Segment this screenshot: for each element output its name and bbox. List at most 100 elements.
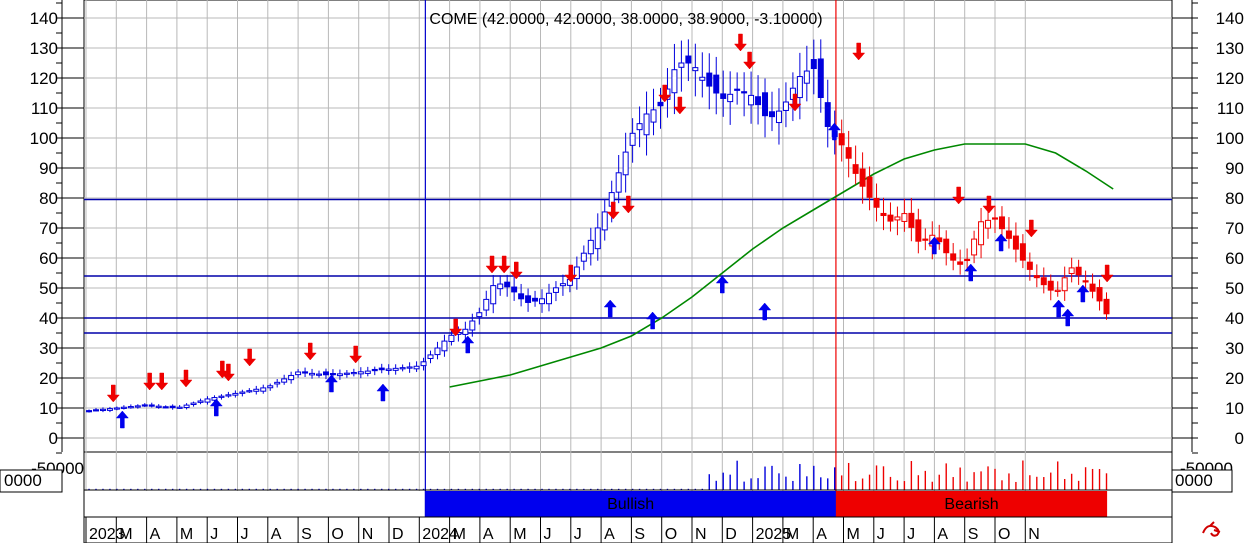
- y-tick-label: 80: [1225, 189, 1244, 208]
- candle-body: [671, 69, 678, 94]
- candle-body: [120, 406, 127, 409]
- candle-body: [246, 390, 253, 393]
- down-arrow-icon: [1100, 264, 1114, 283]
- candle-body: [86, 410, 93, 413]
- candle-body: [587, 239, 594, 255]
- up-arrow-icon: [994, 233, 1008, 252]
- x-tick-label: 2024: [422, 526, 458, 543]
- candle-body: [343, 372, 350, 375]
- candle-body: [594, 227, 601, 250]
- x-tick-label: D: [725, 526, 737, 543]
- candle-body: [636, 123, 643, 131]
- candle-body: [706, 72, 713, 87]
- candle-body: [824, 102, 831, 127]
- down-arrow-icon: [497, 255, 511, 274]
- candle-body: [1026, 261, 1033, 270]
- volume-label-left: -50000 0000: [0, 459, 84, 493]
- down-arrow-icon: [621, 195, 635, 214]
- moving-average-line: [449, 143, 1114, 388]
- candle-body: [232, 392, 239, 396]
- down-arrow-icon: [743, 51, 757, 70]
- candle-body: [385, 368, 392, 371]
- trend-bands: Bullish Bearish: [425, 491, 1108, 517]
- trend-band-label: Bullish: [607, 496, 654, 513]
- candle-body: [490, 285, 497, 305]
- down-arrow-icon: [606, 201, 620, 220]
- down-arrow-icon: [143, 372, 157, 391]
- candle-body: [971, 238, 978, 256]
- trend-change-markers: [424, 0, 837, 517]
- candle-body: [992, 217, 998, 220]
- x-tick-label: O: [998, 526, 1010, 543]
- candle-body: [378, 367, 385, 371]
- candle-body: [260, 387, 267, 392]
- candle-body: [685, 55, 692, 64]
- candle-body: [643, 113, 650, 136]
- candle-body: [406, 366, 413, 369]
- volume-box-left: [0, 469, 63, 493]
- candle-body: [1096, 287, 1103, 302]
- signal-arrows: [106, 33, 1114, 429]
- x-tick-label: A: [604, 526, 615, 543]
- x-tick-label: O: [331, 526, 343, 543]
- candle-body: [302, 371, 309, 374]
- candle-body: [176, 406, 183, 409]
- candle-body: [713, 74, 720, 94]
- x-tick-label: M: [847, 526, 860, 543]
- candle-body: [657, 101, 664, 107]
- y-tick-label: 140: [30, 9, 58, 28]
- candle-body: [169, 405, 176, 409]
- down-arrow-icon: [106, 384, 120, 403]
- candle-body: [204, 398, 211, 403]
- candle-body: [845, 147, 852, 159]
- candle-body: [887, 214, 894, 222]
- y-tick-label: 120: [30, 69, 58, 88]
- y-tick-label: 60: [39, 249, 58, 268]
- candle-body: [1103, 298, 1110, 315]
- volume-bars: [84, 460, 1172, 491]
- candle-body: [106, 408, 113, 411]
- candle-body: [880, 212, 887, 217]
- x-tick-label: N: [1028, 526, 1040, 543]
- trend-band-label: Bearish: [944, 496, 998, 513]
- x-tick-label: M: [513, 526, 526, 543]
- x-tick-label: A: [483, 526, 494, 543]
- up-arrow-icon: [827, 122, 841, 141]
- volume-box-left-text: 0000: [4, 471, 42, 490]
- x-tick-label: N: [362, 526, 374, 543]
- candle-body: [497, 283, 504, 290]
- candle-body: [775, 110, 782, 124]
- candle-body: [755, 96, 762, 106]
- up-arrow-icon: [209, 398, 223, 417]
- candle-body: [748, 94, 755, 106]
- x-tick-label: M: [453, 526, 466, 543]
- candle-body: [810, 59, 817, 70]
- down-arrow-icon: [243, 348, 257, 367]
- volume-box-right: [1171, 469, 1233, 493]
- candle-body: [803, 70, 810, 84]
- candle-body: [476, 312, 483, 318]
- candle-body: [699, 76, 706, 81]
- moving-average-path: [449, 143, 1114, 388]
- x-tick-label: J: [210, 526, 218, 543]
- y-tick-label: 30: [39, 339, 58, 358]
- down-arrow-icon: [658, 84, 672, 103]
- y-tick-label: 40: [39, 309, 58, 328]
- candle-body: [462, 328, 469, 335]
- up-arrow-icon: [964, 263, 978, 282]
- candle-body: [852, 164, 859, 174]
- y-tick-label: 70: [39, 219, 58, 238]
- candle-body: [211, 397, 218, 401]
- candle-body: [817, 58, 824, 98]
- candle-body: [316, 373, 323, 376]
- candle-body: [448, 334, 455, 342]
- x-tick-label: M: [180, 526, 193, 543]
- x-tick-label: D: [392, 526, 404, 543]
- y-tick-label: 100: [1216, 129, 1244, 148]
- candle-body: [1082, 280, 1089, 283]
- y-axis-right: 0 10 20 30 40 50 60 70 80 90 100 110 120 130 140: [1172, 0, 1244, 454]
- candle-body: [901, 213, 908, 222]
- y-tick-label: 130: [1216, 39, 1244, 58]
